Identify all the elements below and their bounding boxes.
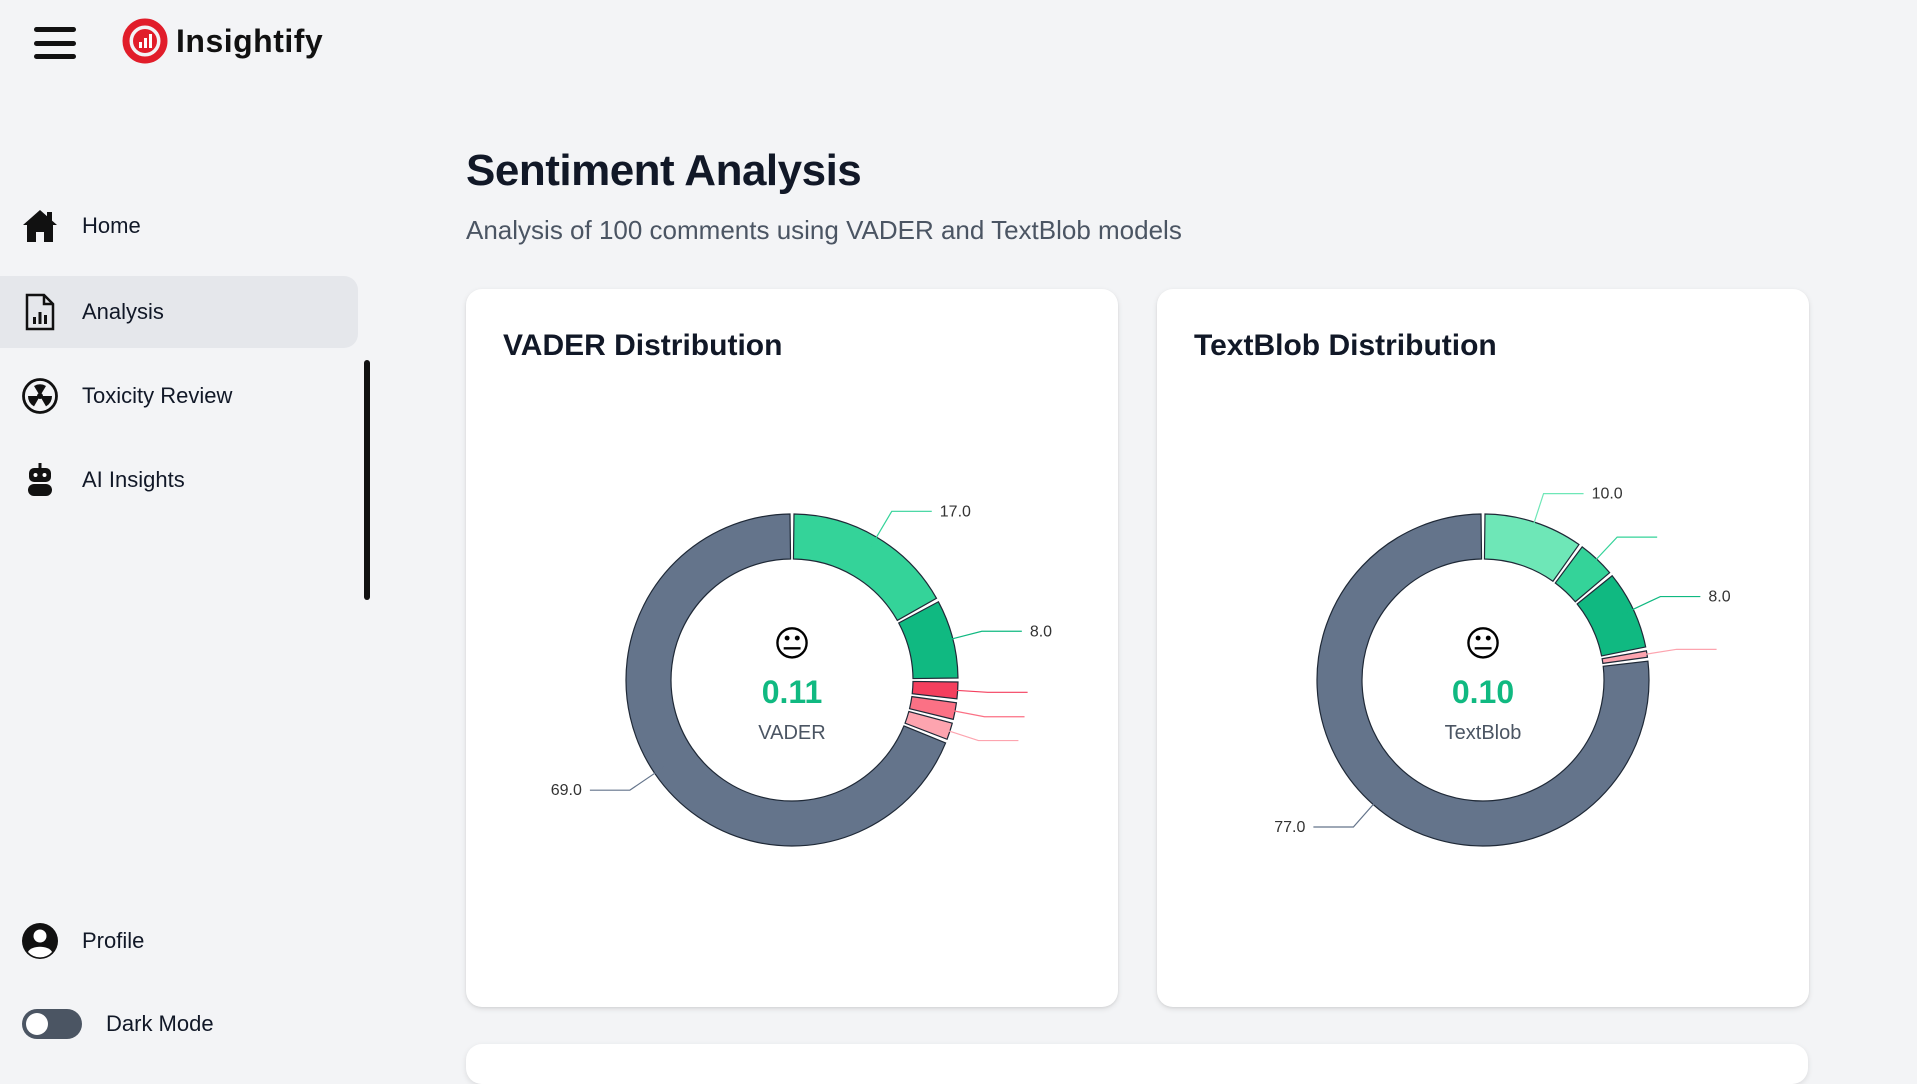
home-icon [20, 206, 60, 246]
center-model-label: VADER [758, 722, 825, 744]
toggle-knob [26, 1013, 48, 1035]
insightify-logo-icon [122, 18, 168, 64]
document-chart-icon [20, 292, 60, 332]
sidebar-item-label: Analysis [82, 299, 164, 324]
slice-value-label: 8.0 [1030, 623, 1052, 640]
sidebar-item-label: Home [82, 213, 141, 238]
user-circle-icon [20, 921, 60, 961]
hamburger-menu-icon[interactable] [30, 22, 80, 64]
neutral-face-icon: 😐 [773, 623, 811, 664]
leader-line [945, 689, 1028, 693]
textblob-donut-chart: 10.0 8.0 77.0 😐 0.10 TextBlob [1274, 486, 1731, 847]
top-bar: Insightify [0, 0, 1917, 88]
slice-value-label: 77.0 [1274, 819, 1305, 836]
card-title: TextBlob Distribution [1194, 329, 1497, 362]
sidebar-scrollbar[interactable] [364, 360, 370, 600]
sidebar-item-label: Profile [82, 928, 145, 953]
vader-distribution-card: VADER Distribution 17.0 8.0 69.0 😐 0.11 VADER [466, 289, 1118, 1007]
donut-slice[interactable] [904, 710, 954, 741]
sidebar-item-label: Toxicity Review [82, 383, 233, 408]
neutral-face-icon: 😐 [1464, 623, 1502, 664]
leader-line [938, 727, 1019, 742]
slice-value-label: 8.0 [1708, 589, 1730, 606]
slice-value-label: 10.0 [1592, 486, 1623, 503]
leader-line [943, 708, 1025, 718]
slice-value-label: 17.0 [940, 503, 971, 520]
donut-slice[interactable] [792, 513, 938, 622]
donut-slice[interactable] [1554, 546, 1611, 603]
leader-line [1635, 648, 1717, 657]
leader-line [1530, 492, 1584, 534]
dark-mode-label: Dark Mode [106, 1011, 214, 1036]
next-card [466, 1044, 1808, 1084]
sidebar-item-profile[interactable]: Profile [0, 905, 358, 977]
sidebar-item-home[interactable]: Home [0, 190, 358, 262]
donut-slice[interactable] [1483, 513, 1580, 583]
donut-slice[interactable] [911, 680, 959, 700]
center-model-label: TextBlob [1445, 722, 1522, 744]
app-name: Insightify [176, 22, 324, 59]
leader-line [869, 510, 932, 548]
donut-slice[interactable] [897, 600, 959, 680]
center-score: 0.10 [1452, 674, 1514, 710]
sidebar-item-ai-insights[interactable]: AI Insights [0, 444, 358, 516]
donut-slice[interactable] [908, 695, 958, 721]
page-subtitle: Analysis of 100 comments using VADER and… [466, 215, 1182, 245]
leader-line [941, 630, 1022, 643]
slice-value-label: 69.0 [551, 782, 582, 799]
leader-line [589, 766, 665, 791]
vader-donut-chart: 17.0 8.0 69.0 😐 0.11 VADER [551, 503, 1052, 847]
textblob-distribution-card: TextBlob Distribution 10.0 8.0 77.0 😐 0.10 Te… [1157, 289, 1809, 1007]
donut-slice[interactable] [625, 513, 947, 847]
sidebar-item-analysis[interactable]: Analysis [0, 276, 358, 348]
leader-line [1622, 595, 1701, 615]
sidebar-item-label: AI Insights [82, 467, 185, 492]
donut-slice[interactable] [1576, 574, 1647, 657]
radiation-icon [20, 376, 60, 416]
donut-slice[interactable] [1601, 650, 1649, 665]
robot-icon [20, 460, 60, 500]
center-score: 0.11 [762, 674, 823, 710]
donut-slice[interactable] [1316, 513, 1650, 847]
dark-mode-toggle[interactable] [22, 1009, 82, 1039]
sidebar-item-toxicity-review[interactable]: Toxicity Review [0, 360, 358, 432]
card-title: VADER Distribution [503, 329, 783, 362]
leader-line [1313, 795, 1382, 828]
leader-line [1587, 536, 1658, 569]
page-title: Sentiment Analysis [466, 146, 862, 195]
app-logo[interactable]: Insightify [122, 18, 323, 64]
